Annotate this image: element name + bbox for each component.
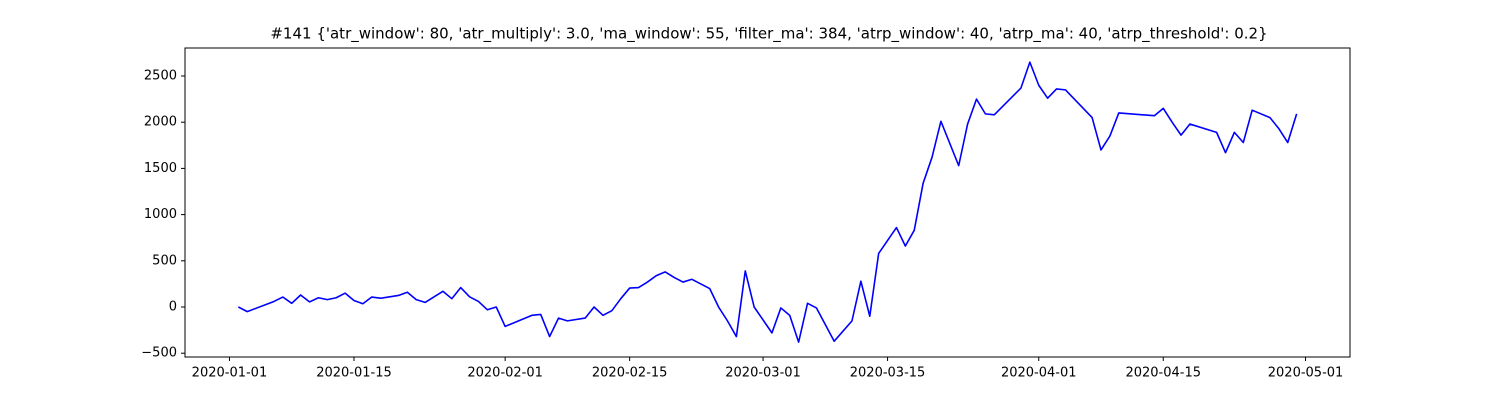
x-tick-label: 2020-02-01: [467, 366, 543, 381]
x-tick-label: 2020-05-01: [1268, 366, 1344, 381]
y-tick-label: 0: [169, 300, 177, 315]
y-tick-label: 2500: [144, 68, 177, 83]
y-tick-label: 1000: [144, 207, 177, 222]
y-tick-label: −500: [141, 346, 177, 361]
y-tick-label: 1500: [144, 161, 177, 176]
x-tick-label: 2020-04-15: [1125, 366, 1201, 381]
plot-frame: [184, 47, 1351, 358]
x-tick-label: 2020-02-15: [592, 366, 668, 381]
x-tick-label: 2020-03-15: [850, 366, 926, 381]
data-line: [237, 61, 1298, 343]
x-tick-label: 2020-04-01: [1001, 366, 1077, 381]
x-tick-label: 2020-03-01: [725, 366, 801, 381]
chart-title: #141 {'atr_window': 80, 'atr_multiply': …: [270, 25, 1267, 44]
x-tick-label: 2020-01-01: [192, 366, 268, 381]
y-tick-label: 500: [152, 253, 177, 268]
x-tick-label: 2020-01-15: [316, 366, 392, 381]
y-tick-label: 2000: [144, 115, 177, 130]
